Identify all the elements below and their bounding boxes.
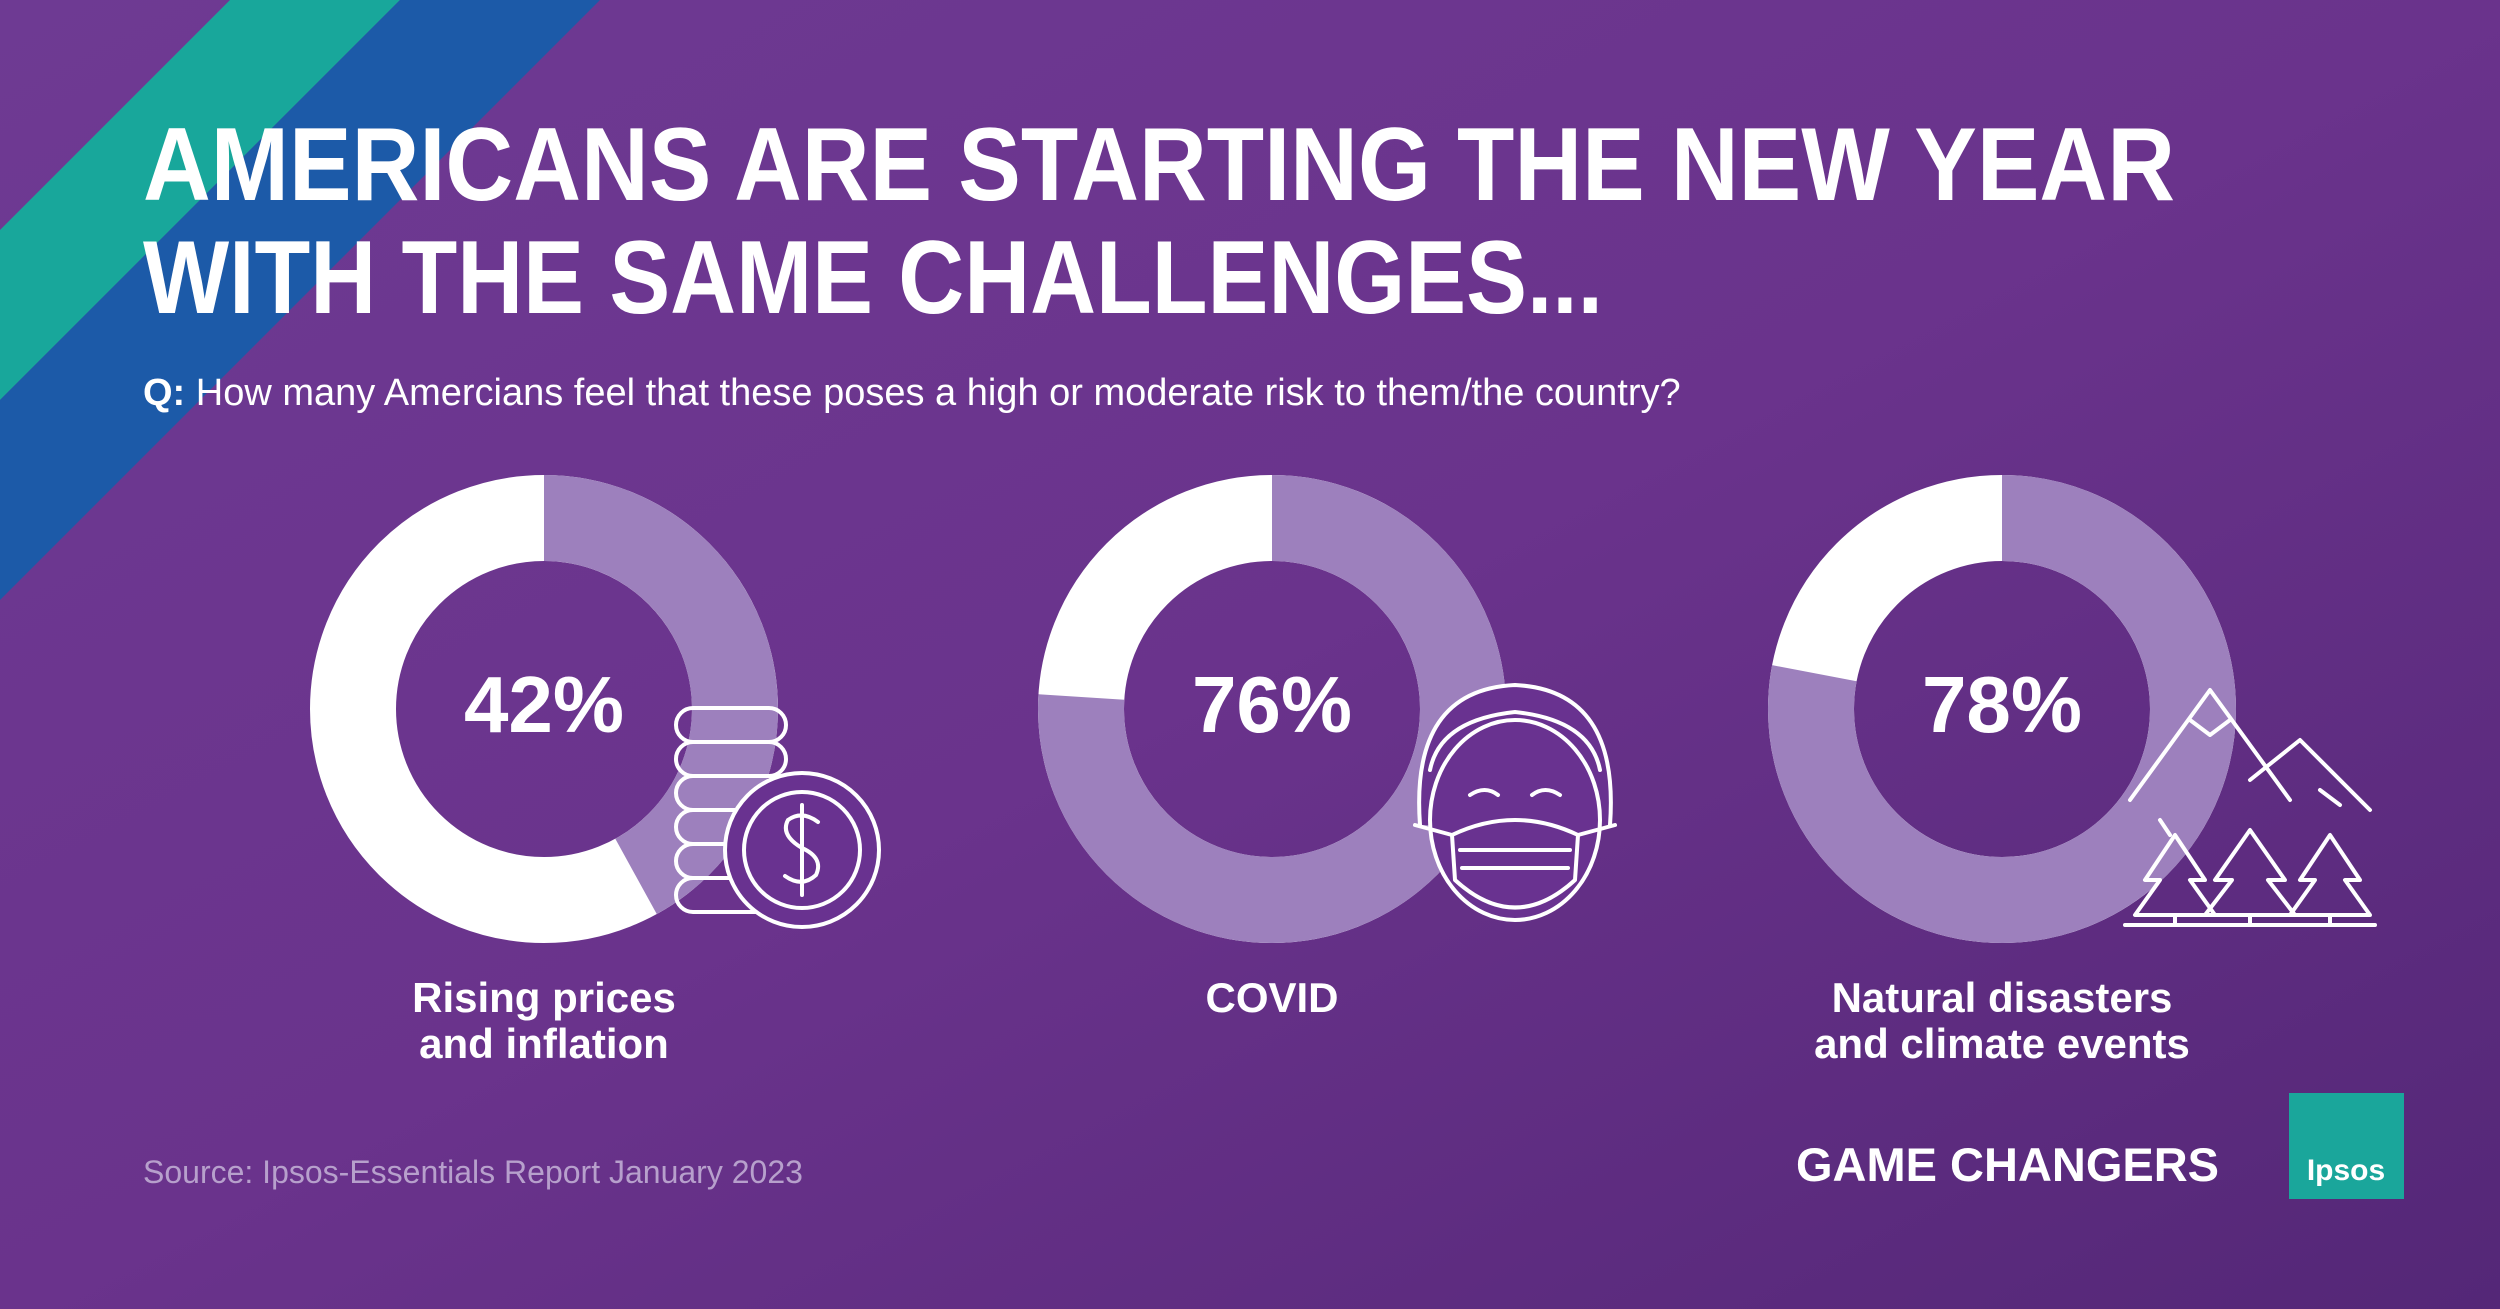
- category-label: and climate events: [1814, 1020, 2190, 1067]
- brand: GAME CHANGERS: [1796, 1138, 2219, 1191]
- category-label: and inflation: [419, 1020, 669, 1067]
- question: Q: How many Amercians feel that these po…: [143, 372, 1681, 414]
- logo-box: [2289, 1093, 2404, 1199]
- donut-segment: [1038, 475, 1506, 943]
- icon-mountains: [2123, 688, 2377, 927]
- title: WITH THE SAME CHALLENGES...: [143, 220, 1603, 336]
- logo-text: Ipsos: [2307, 1154, 2385, 1187]
- stripe-blue: [0, 0, 600, 600]
- value-label: 42%: [464, 660, 624, 749]
- icon-mask-face: [1413, 683, 1617, 922]
- donut-segment: [543, 475, 778, 915]
- source: Source: Ipsos-Essentials Report January …: [143, 1154, 803, 1190]
- question-text: How many Amercians feel that these poses…: [196, 372, 1681, 414]
- title: AMERICANS ARE STARTING THE NEW YEAR: [143, 107, 2175, 223]
- icon-coins: [674, 706, 881, 929]
- donut-segment: [1768, 475, 2236, 943]
- question-prefix: Q:: [143, 372, 185, 414]
- category-label: Rising prices: [412, 974, 676, 1021]
- category-label: Natural disasters: [1832, 974, 2173, 1021]
- category-label: COVID: [1205, 974, 1338, 1021]
- value-label: 78%: [1922, 660, 2082, 749]
- value-label: 76%: [1192, 660, 1352, 749]
